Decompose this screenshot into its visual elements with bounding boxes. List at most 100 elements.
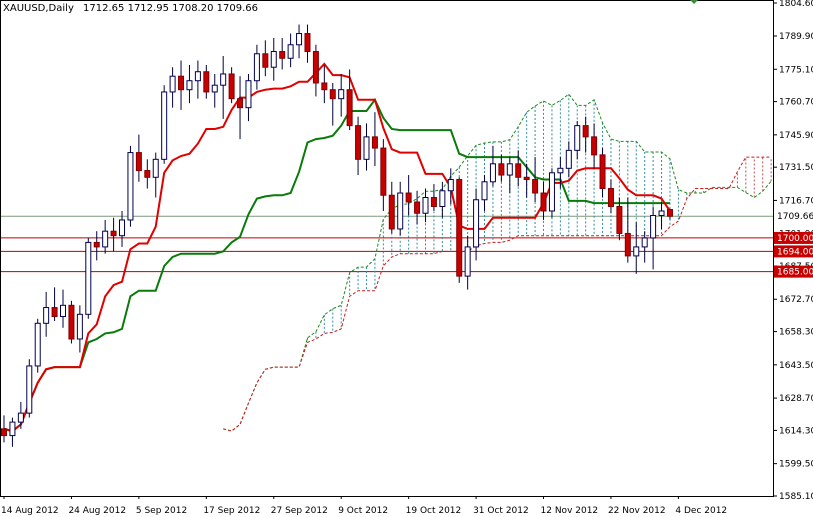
bearish-candle <box>430 197 437 207</box>
bullish-candle <box>85 241 92 315</box>
bullish-candle <box>633 246 640 257</box>
y-tick-label: 1775.10 <box>779 65 813 75</box>
bearish-candle <box>93 241 100 248</box>
bearish-candle <box>414 201 421 214</box>
arrow-indicator-icon <box>690 0 698 4</box>
y-tick-label: 1745.90 <box>779 131 813 141</box>
bearish-candle <box>515 163 522 178</box>
bullish-candle <box>152 158 159 178</box>
bullish-candle <box>102 230 109 248</box>
bullish-candle <box>650 214 657 239</box>
bearish-candle <box>144 170 151 178</box>
bullish-candle <box>161 91 168 160</box>
y-tick-label: 1716.70 <box>779 196 813 206</box>
bullish-candle <box>363 136 370 160</box>
bullish-candle <box>439 190 446 207</box>
bullish-candle <box>220 73 227 86</box>
kijun-sen-line <box>3 97 670 433</box>
level-marker-label: 1700.00 <box>777 234 813 244</box>
level-marker-label: 1685.00 <box>777 268 813 278</box>
y-tick-label: 1614.30 <box>779 426 813 436</box>
bullish-candle <box>464 246 471 277</box>
bullish-candle <box>194 71 201 82</box>
bullish-candle <box>245 80 252 109</box>
plot-frame <box>0 0 774 497</box>
y-axis: 1804.60 1789.90 1775.10 1760.70 1745.90 1731.… <box>774 0 813 502</box>
x-tick-label: 17 Sep 2012 <box>203 506 260 516</box>
bullish-candle <box>270 51 277 68</box>
x-tick-label: 5 Sep 2012 <box>136 506 187 516</box>
bullish-candle <box>60 304 67 318</box>
bullish-candle <box>296 33 303 46</box>
x-axis: 14 Aug 2012 24 Aug 2012 5 Sep 2012 17 Sep 2… <box>1 496 727 516</box>
bearish-candle <box>68 304 75 340</box>
bearish-candle <box>110 230 117 237</box>
bullish-candle <box>76 313 83 340</box>
bullish-candle <box>26 365 33 414</box>
bullish-candle <box>397 192 404 230</box>
bullish-candle <box>17 412 24 423</box>
y-tick-label: 1731.50 <box>779 163 813 173</box>
bearish-candle <box>262 53 269 68</box>
bearish-candle <box>178 75 185 91</box>
x-tick-label: 22 Nov 2012 <box>608 506 666 516</box>
senkou-span-a-line <box>223 93 772 432</box>
bearish-candle <box>312 51 319 84</box>
bearish-candle <box>456 179 463 277</box>
bearish-candle <box>498 163 505 176</box>
indicator-lines <box>3 62 671 433</box>
bearish-candle <box>346 89 353 127</box>
bearish-candle <box>51 307 58 318</box>
bearish-candle <box>228 73 235 100</box>
bearish-candle <box>355 125 362 160</box>
y-tick-label: 1789.90 <box>779 32 813 42</box>
bullish-candle <box>557 167 564 174</box>
bullish-candle <box>253 53 260 82</box>
bearish-candle <box>616 205 623 234</box>
x-tick-label: 27 Sep 2012 <box>271 506 328 516</box>
bullish-candle <box>565 149 572 169</box>
bullish-candle <box>119 219 126 237</box>
bearish-candle <box>371 136 378 149</box>
bearish-candle <box>304 33 311 53</box>
bearish-candle <box>599 154 606 190</box>
bearish-candle <box>666 209 673 217</box>
bullish-candle <box>658 210 665 216</box>
bullish-candle <box>211 84 218 93</box>
bullish-candle <box>43 307 50 324</box>
bearish-candle <box>135 152 142 172</box>
bearish-candle <box>321 82 328 91</box>
y-tick-label: 1658.30 <box>779 328 813 338</box>
bearish-candle <box>523 176 530 181</box>
bullish-candle <box>422 197 429 214</box>
bullish-candle <box>447 179 454 192</box>
y-tick-label: 1672.70 <box>779 295 813 305</box>
bearish-candle <box>1 428 7 437</box>
bearish-candle <box>203 71 210 93</box>
tenkan-sen-line <box>3 62 671 433</box>
bearish-candle <box>540 192 547 212</box>
x-tick-label: 4 Dec 2012 <box>675 506 727 516</box>
bearish-candle <box>388 194 395 230</box>
bullish-candle <box>34 322 41 367</box>
bullish-candle <box>548 172 555 212</box>
bearish-candle <box>591 136 598 156</box>
last-price-marker-label: 1709.66 <box>777 212 813 222</box>
y-tick-label: 1760.70 <box>779 98 813 108</box>
bearish-candle <box>607 188 614 207</box>
bullish-candle <box>9 421 16 437</box>
chart-title: XAUUSD,Daily 1712.65 1712.95 1708.20 170… <box>3 3 258 14</box>
y-tick-label: 1585.10 <box>779 492 813 502</box>
bullish-candle <box>473 199 480 248</box>
level-marker-label: 1694.00 <box>777 247 813 257</box>
bearish-candle <box>380 147 387 196</box>
bullish-candle <box>574 125 581 151</box>
bullish-candle <box>127 152 134 221</box>
bullish-candle <box>338 89 345 100</box>
x-tick-label: 31 Oct 2012 <box>473 506 529 516</box>
level-marker-box <box>774 265 813 278</box>
symbol-timeframe: XAUUSD,Daily <box>3 3 74 14</box>
bearish-candle <box>237 98 244 109</box>
